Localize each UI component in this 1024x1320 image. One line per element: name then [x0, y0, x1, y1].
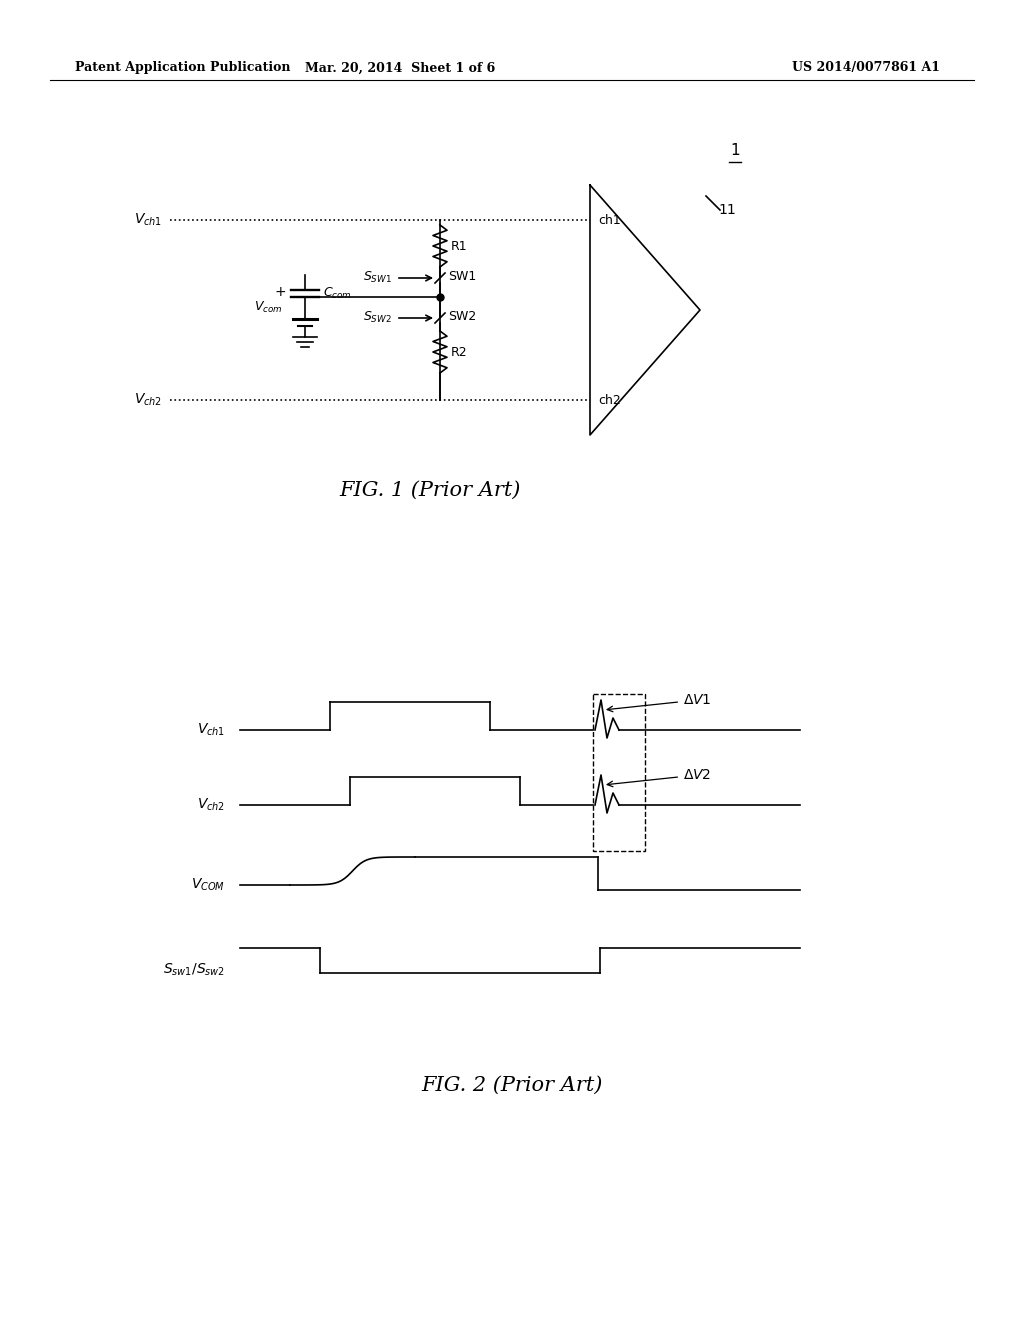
Text: SW2: SW2: [449, 310, 476, 323]
Text: $V_{COM}$: $V_{COM}$: [190, 876, 225, 894]
Text: FIG. 2 (Prior Art): FIG. 2 (Prior Art): [421, 1076, 603, 1094]
Text: ch1: ch1: [598, 214, 621, 227]
Text: $\Delta V1$: $\Delta V1$: [607, 693, 712, 711]
Text: $S_{SW2}$: $S_{SW2}$: [364, 309, 392, 325]
Text: R1: R1: [451, 239, 468, 252]
Text: $V_{ch2}$: $V_{ch2}$: [197, 797, 225, 813]
Text: FIG. 1 (Prior Art): FIG. 1 (Prior Art): [339, 480, 520, 499]
Text: ch2: ch2: [598, 393, 621, 407]
Text: $S_{SW1}$: $S_{SW1}$: [364, 269, 392, 285]
Text: SW1: SW1: [449, 271, 476, 284]
Text: $V_{ch2}$: $V_{ch2}$: [134, 392, 162, 408]
Text: US 2014/0077861 A1: US 2014/0077861 A1: [792, 62, 940, 74]
Text: Mar. 20, 2014  Sheet 1 of 6: Mar. 20, 2014 Sheet 1 of 6: [305, 62, 496, 74]
Bar: [593, 694, 645, 851]
Text: 1: 1: [730, 143, 739, 158]
Text: $C_{com}$: $C_{com}$: [323, 286, 352, 301]
Text: Patent Application Publication: Patent Application Publication: [75, 62, 291, 74]
Text: $S_{sw1}/S_{sw2}$: $S_{sw1}/S_{sw2}$: [163, 962, 225, 978]
Text: +: +: [274, 285, 286, 300]
Text: $V_{ch1}$: $V_{ch1}$: [134, 211, 162, 228]
Text: R2: R2: [451, 346, 468, 359]
Text: $V_{com}$: $V_{com}$: [254, 300, 283, 314]
Text: $V_{ch1}$: $V_{ch1}$: [197, 722, 225, 738]
Text: 11: 11: [718, 203, 736, 216]
Text: $\Delta V2$: $\Delta V2$: [607, 768, 712, 787]
